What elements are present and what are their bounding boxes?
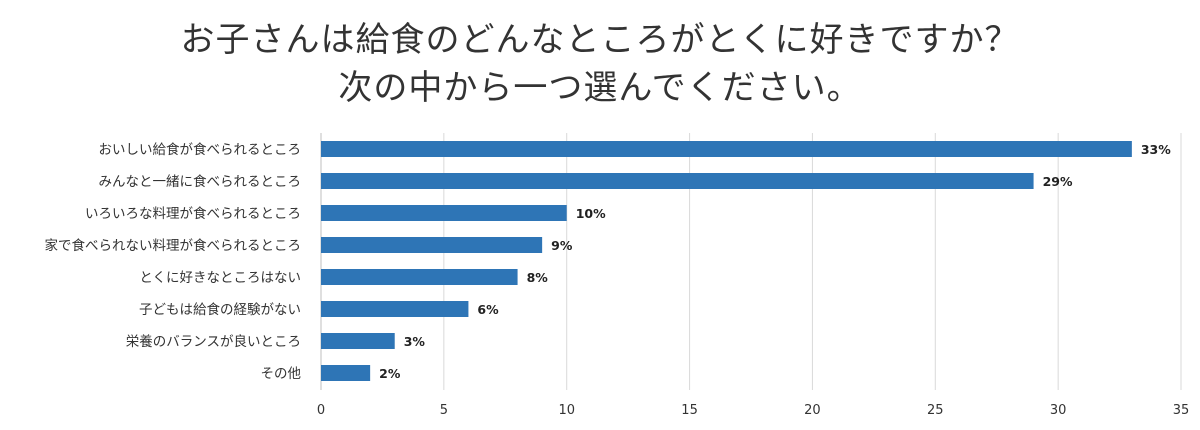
value-label: 10% bbox=[576, 206, 606, 221]
bar bbox=[321, 141, 1132, 157]
category-label: とくに好きなところはない bbox=[139, 270, 301, 286]
value-label: 29% bbox=[1043, 174, 1073, 189]
bar bbox=[321, 333, 395, 349]
category-label: いろいろな料理が食べられるところ bbox=[85, 205, 301, 222]
value-label: 2% bbox=[379, 366, 401, 381]
category-label: みんなと一緒に食べられるところ bbox=[99, 173, 302, 190]
x-tick-label: 15 bbox=[681, 403, 698, 418]
bar bbox=[321, 205, 567, 221]
x-tick-label: 30 bbox=[1050, 403, 1067, 418]
bar bbox=[321, 365, 371, 381]
x-tick-label: 25 bbox=[927, 403, 944, 418]
category-label: おいしい給食が食べられるところ bbox=[99, 141, 302, 158]
value-label: 3% bbox=[404, 334, 426, 349]
grid-lines bbox=[320, 133, 1182, 390]
x-tick-label: 0 bbox=[317, 403, 325, 418]
bar bbox=[321, 237, 543, 253]
category-label: 家で食べられない料理が食べられるところ bbox=[45, 237, 302, 254]
x-tick-label: 5 bbox=[440, 403, 448, 418]
category-label: 栄養のバランスが良いところ bbox=[126, 333, 301, 350]
value-label: 6% bbox=[477, 302, 499, 317]
bar bbox=[321, 301, 469, 317]
category-label: その他 bbox=[261, 366, 302, 382]
x-tick-label: 10 bbox=[558, 403, 575, 418]
value-label: 8% bbox=[527, 270, 549, 285]
value-labels: 33% 29% 10% 9% 8% 6% 3% 2% bbox=[379, 142, 1171, 381]
chart-title-line-1: お子さんは給食のどんなところがとくに好きですか？ bbox=[180, 20, 1020, 60]
bars bbox=[321, 141, 1132, 381]
bar bbox=[321, 269, 518, 285]
x-axis-tick-labels: 0 5 10 15 20 25 30 35 bbox=[317, 403, 1189, 418]
value-label: 9% bbox=[551, 238, 573, 253]
chart-title-line-2: 次の中から一つ選んでください。 bbox=[338, 68, 862, 108]
value-label: 33% bbox=[1141, 142, 1171, 157]
bar bbox=[321, 173, 1034, 189]
category-label: 子どもは給食の経験がない bbox=[139, 301, 301, 318]
x-tick-label: 35 bbox=[1173, 403, 1190, 418]
x-tick-label: 20 bbox=[804, 403, 821, 418]
category-labels: おいしい給食が食べられるところみんなと一緒に食べられるところいろいろな料理が食べ… bbox=[45, 141, 302, 382]
